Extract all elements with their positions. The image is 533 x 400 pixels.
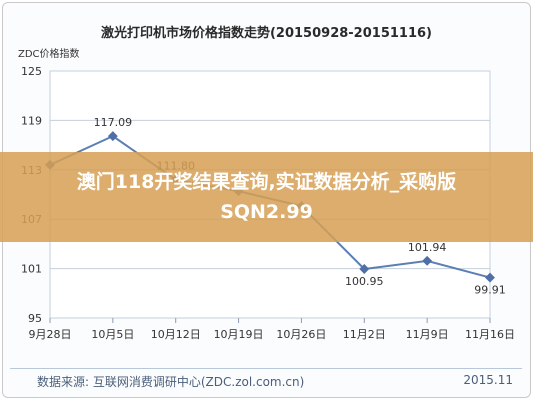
data-label: 99.91 [474,284,506,297]
data-point [359,264,370,274]
x-tick-label: 10月19日 [214,328,264,341]
x-tick-label: 11月9日 [406,328,449,341]
data-point [485,272,495,283]
y-axis-label: ZDC价格指数 [18,49,80,60]
y-tick-label: 101 [21,263,42,276]
data-label: 100.95 [345,275,384,288]
overlay-banner: 澳门118开奖结果查询,实证数据分析_采购版SQN2.99 [0,152,533,242]
x-tick-label: 10月5日 [91,328,134,341]
x-tick-label: 11月16日 [465,328,515,341]
footer-divider [10,368,522,369]
y-tick-label: 119 [21,114,42,127]
data-label: 117.09 [94,116,133,129]
chart-title: 激光打印机市场价格指数走势(20150928-20151116) [100,26,432,41]
data-point [422,255,433,266]
source-note: 数据来源: 互联网消费调研中心(ZDC.zol.com.cn) [37,375,305,389]
date-stamp: 2015.11 [463,373,513,387]
x-tick-label: 10月26日 [276,328,326,341]
banner-text: 澳门118开奖结果查询,实证数据分析_采购版SQN2.99 [76,171,457,223]
y-tick-label: 95 [28,312,42,325]
y-tick-label: 125 [21,65,42,78]
x-tick-label: 11月2日 [343,328,386,341]
data-point [107,131,118,142]
data-label: 101.94 [408,241,447,254]
x-tick-label: 9月28日 [29,328,72,341]
x-tick-label: 10月12日 [151,328,201,341]
